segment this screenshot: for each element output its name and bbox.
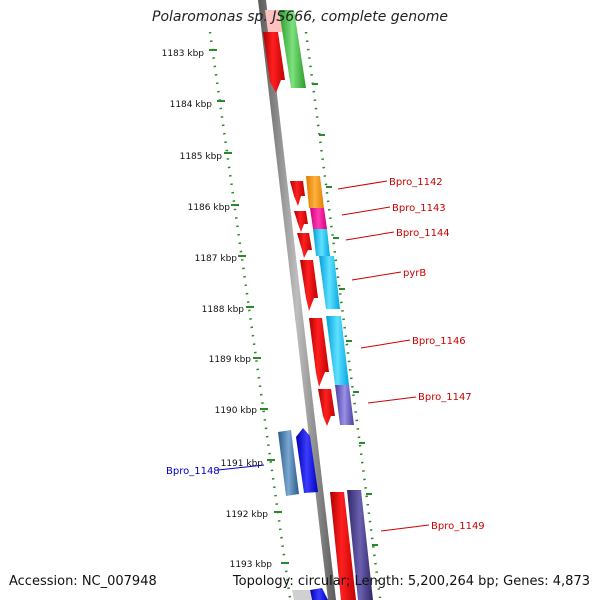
tick-label: 1192 kbp	[226, 510, 269, 520]
gene-labels: Bpro_1142 Bpro_1143 Bpro_1144 pyrB Bpro_…	[166, 177, 485, 532]
gene-arrow-forward	[313, 229, 330, 256]
gene-arrow-forward	[265, 10, 283, 32]
map-title: Polaromonas sp. JS666, complete genome	[152, 9, 448, 25]
label-leader-lines	[217, 180, 430, 532]
gene-arrow-forward	[279, 10, 306, 88]
gene-label[interactable]: Bpro_1144	[396, 228, 450, 239]
gene-arrow-reverse	[296, 428, 318, 493]
gene-arrow-forward	[335, 385, 354, 425]
gene-label[interactable]: Bpro_1149	[431, 521, 485, 532]
reverse-genes	[278, 428, 328, 600]
gene-label[interactable]: Bpro_1143	[392, 203, 446, 214]
gene-label[interactable]: Bpro_1142	[389, 177, 443, 188]
gene-arrow-forward	[330, 492, 356, 600]
tick-label: 1191 kbp	[221, 459, 264, 469]
genome-backbone	[258, 0, 336, 600]
topology-text: Topology: circular; Length: 5,200,264 bp…	[232, 574, 590, 589]
tick-label: 1189 kbp	[209, 355, 252, 365]
gene-label[interactable]: Bpro_1147	[418, 392, 472, 403]
gene-arrow-forward	[297, 233, 312, 258]
tick-label: 1184 kbp	[170, 100, 213, 110]
gene-arrow-forward	[294, 211, 308, 232]
tick-label: 1186 kbp	[188, 203, 231, 213]
ruler-tick-labels: 1183 kbp 1184 kbp 1185 kbp 1186 kbp 1187…	[162, 49, 273, 570]
gene-arrow-forward	[318, 389, 335, 426]
gene-label[interactable]: Bpro_1146	[412, 336, 466, 347]
gene-arrow-forward	[306, 176, 324, 208]
gene-arrow-forward	[319, 256, 340, 309]
gene-arrow-reverse	[310, 588, 328, 600]
tick-label: 1193 kbp	[230, 560, 273, 570]
forward-genes	[263, 10, 373, 600]
gene-arrow-forward	[347, 490, 373, 600]
gene-arrow-reverse	[278, 430, 299, 496]
tick-label: 1190 kbp	[215, 406, 258, 416]
gene-arrow-reverse	[292, 590, 312, 600]
tick-label: 1183 kbp	[162, 49, 205, 59]
gene-arrow-forward	[310, 208, 327, 229]
gene-arrow-forward	[263, 32, 285, 93]
accession-text: Accession: NC_007948	[9, 574, 157, 589]
gene-arrow-forward	[326, 316, 349, 385]
tick-label: 1187 kbp	[195, 254, 238, 264]
gene-arrow-forward	[290, 181, 305, 206]
gene-label[interactable]: Bpro_1148	[166, 466, 220, 477]
outer-ruler-tick-marks	[312, 83, 378, 546]
ruler-tick-marks	[209, 49, 289, 564]
gene-arrow-forward	[300, 260, 318, 311]
tick-label: 1188 kbp	[202, 305, 245, 315]
gene-label[interactable]: pyrB	[403, 268, 426, 279]
tick-label: 1185 kbp	[180, 152, 223, 162]
inner-ruler-dots	[208, 31, 292, 599]
gene-arrow-forward	[309, 318, 329, 387]
